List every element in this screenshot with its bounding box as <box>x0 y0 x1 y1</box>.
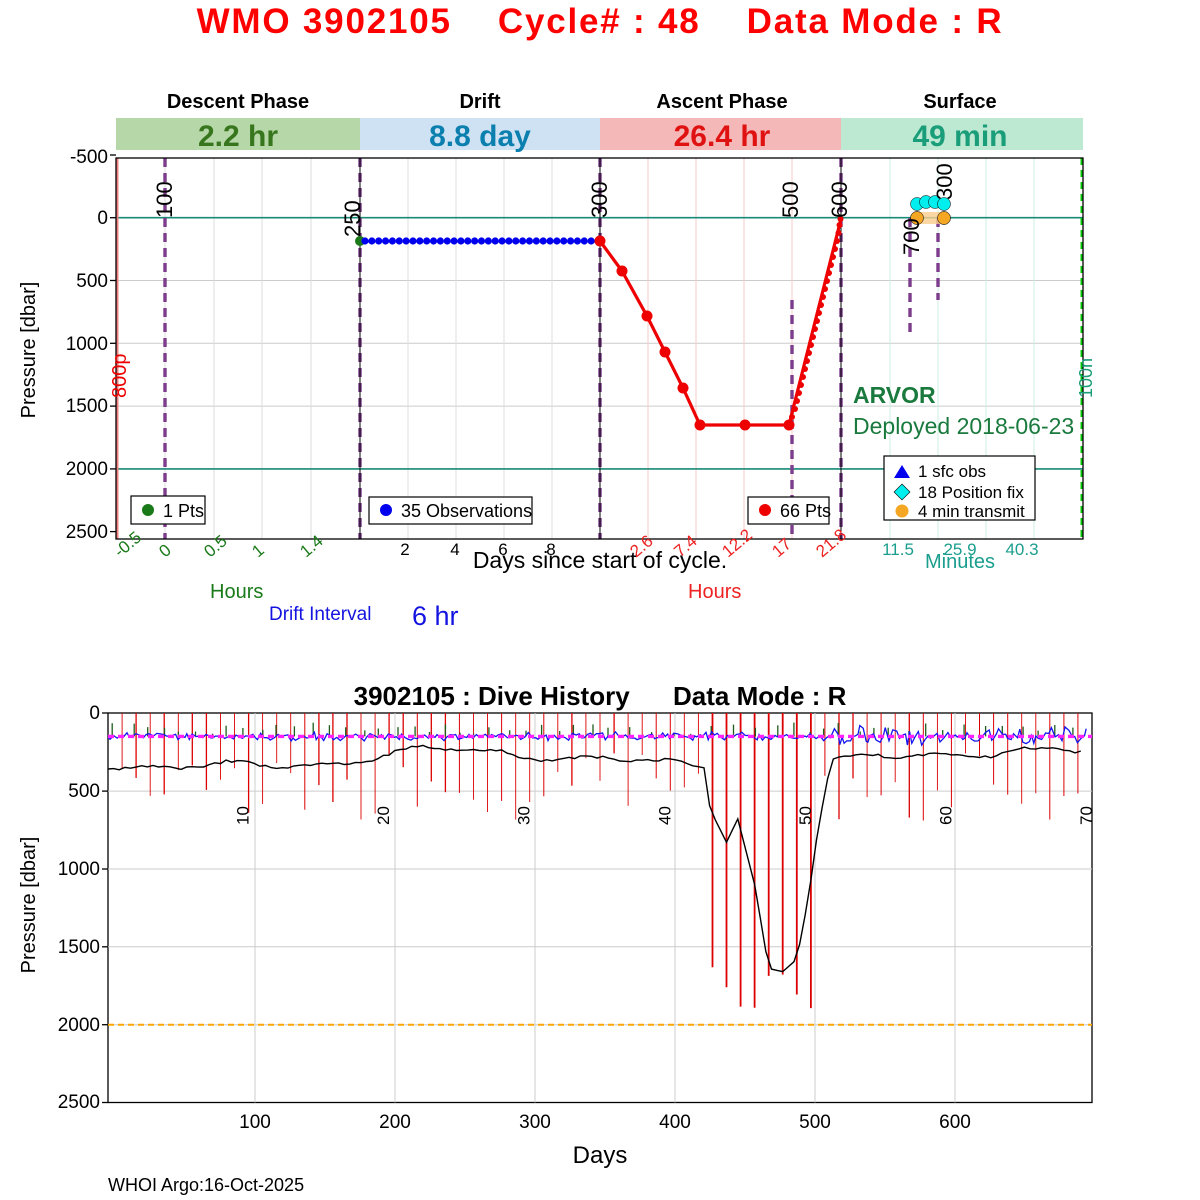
svg-text:2: 2 <box>400 540 409 559</box>
svg-text:Drift: Drift <box>459 91 500 113</box>
svg-text:1500: 1500 <box>66 396 108 417</box>
svg-text:800p: 800p <box>109 354 131 399</box>
svg-text:200: 200 <box>379 1112 411 1133</box>
svg-text:Hours: Hours <box>688 581 741 603</box>
svg-text:8.8 day: 8.8 day <box>429 120 531 153</box>
svg-text:1 Pts: 1 Pts <box>163 501 204 521</box>
svg-text:500: 500 <box>76 271 108 292</box>
svg-text:400: 400 <box>659 1112 691 1133</box>
svg-text:ARVOR: ARVOR <box>853 382 936 408</box>
svg-text:2000: 2000 <box>58 1015 100 1036</box>
svg-text:66 Pts: 66 Pts <box>780 501 831 521</box>
svg-text:300: 300 <box>587 181 612 218</box>
svg-text:1000: 1000 <box>66 334 108 355</box>
svg-text:18 Position fix: 18 Position fix <box>918 483 1024 502</box>
svg-text:WHOI Argo:16-Oct-2025: WHOI Argo:16-Oct-2025 <box>108 1175 304 1195</box>
svg-text:40.3: 40.3 <box>1005 540 1038 559</box>
svg-text:300: 300 <box>519 1112 551 1133</box>
svg-text:0: 0 <box>89 703 100 724</box>
svg-text:Minutes: Minutes <box>925 551 995 573</box>
svg-text:26.4 hr: 26.4 hr <box>674 120 771 153</box>
svg-text:Deployed 2018-06-23: Deployed 2018-06-23 <box>853 413 1074 439</box>
svg-text:10: 10 <box>234 806 253 825</box>
svg-text:1 sfc obs: 1 sfc obs <box>918 462 986 481</box>
svg-text:700: 700 <box>899 218 924 255</box>
svg-text:Drift Interval: Drift Interval <box>269 604 371 625</box>
svg-text:Ascent Phase: Ascent Phase <box>656 91 787 113</box>
svg-text:250: 250 <box>340 200 365 237</box>
svg-text:2500: 2500 <box>66 522 108 543</box>
svg-text:4: 4 <box>450 540 459 559</box>
svg-text:11.5: 11.5 <box>882 540 914 559</box>
svg-text:20: 20 <box>374 806 393 825</box>
svg-text:Pressure [dbar]: Pressure [dbar] <box>18 837 40 974</box>
svg-text:30: 30 <box>515 806 534 825</box>
svg-text:50: 50 <box>796 806 815 825</box>
svg-text:2000: 2000 <box>66 459 108 480</box>
svg-text:2500: 2500 <box>58 1092 100 1113</box>
svg-text:WMO 3902105 Cycle# : 48: WMO 3902105 Cycle# : 48 Data Mode : R <box>197 2 1004 41</box>
svg-text:Descent Phase: Descent Phase <box>167 91 309 113</box>
svg-text:100n: 100n <box>1076 358 1096 398</box>
svg-text:49 min: 49 min <box>912 120 1007 153</box>
svg-text:60: 60 <box>936 806 955 825</box>
svg-text:3902105 : Dive History Da: 3902105 : Dive History Data Mode : R <box>354 681 847 711</box>
svg-text:500: 500 <box>68 781 100 802</box>
svg-text:600: 600 <box>939 1112 971 1133</box>
svg-text:6 hr: 6 hr <box>412 601 459 631</box>
svg-text:500: 500 <box>778 181 803 218</box>
svg-text:4 min transmit: 4 min transmit <box>918 502 1025 521</box>
svg-text:1500: 1500 <box>58 937 100 958</box>
svg-text:0: 0 <box>97 208 108 229</box>
svg-text:40: 40 <box>655 806 674 825</box>
svg-text:Hours: Hours <box>210 581 263 603</box>
svg-text:2.2 hr: 2.2 hr <box>198 120 278 153</box>
svg-text:100: 100 <box>239 1112 271 1133</box>
svg-text:1000: 1000 <box>58 859 100 880</box>
svg-text:100: 100 <box>152 181 177 218</box>
svg-text:Surface: Surface <box>923 91 996 113</box>
svg-text:600: 600 <box>827 181 852 218</box>
svg-text:-500: -500 <box>70 147 108 168</box>
svg-text:Pressure [dbar]: Pressure [dbar] <box>18 282 40 419</box>
svg-text:500: 500 <box>799 1112 831 1133</box>
svg-text:Days since start of cycle.: Days since start of cycle. <box>473 547 727 573</box>
svg-text:35 Observations: 35 Observations <box>401 501 532 521</box>
svg-text:70: 70 <box>1077 806 1096 825</box>
svg-text:Days: Days <box>573 1142 628 1169</box>
svg-text:300: 300 <box>932 163 957 200</box>
